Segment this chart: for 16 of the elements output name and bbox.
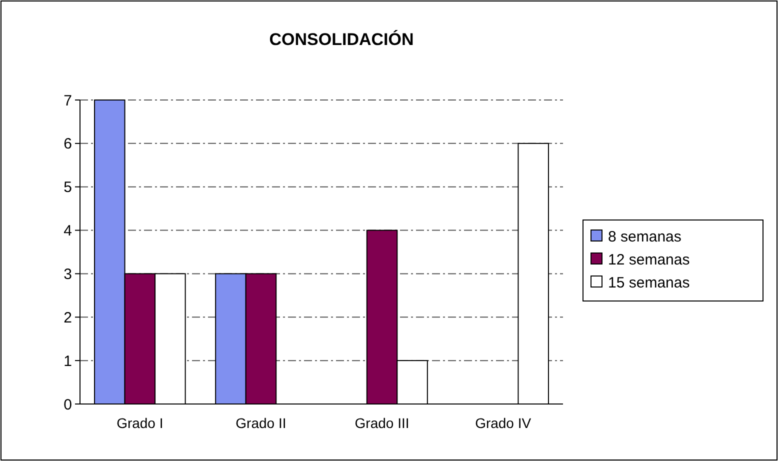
legend-label: 8 semanas	[608, 228, 682, 246]
x-tick-label: Grado II	[236, 415, 286, 431]
y-tick-label: 2	[64, 309, 72, 326]
y-tick-label: 6	[64, 136, 72, 153]
x-tick-label: Grado I	[116, 415, 164, 431]
legend-label: 12 semanas	[608, 251, 690, 268]
chart-title: CONSOLIDACIÓN	[269, 29, 414, 49]
legend-label: 15 semanas	[608, 274, 690, 292]
y-tick-label: 5	[64, 179, 72, 196]
y-tick-label: 3	[64, 266, 72, 283]
y-tick-label: 0	[64, 396, 72, 414]
y-tick-label: 1	[64, 352, 72, 370]
x-tick-label: Grado IV	[475, 415, 532, 431]
y-tick-label: 7	[64, 92, 72, 110]
y-tick-label: 4	[64, 222, 72, 240]
x-tick-label: Grado III	[354, 415, 410, 431]
